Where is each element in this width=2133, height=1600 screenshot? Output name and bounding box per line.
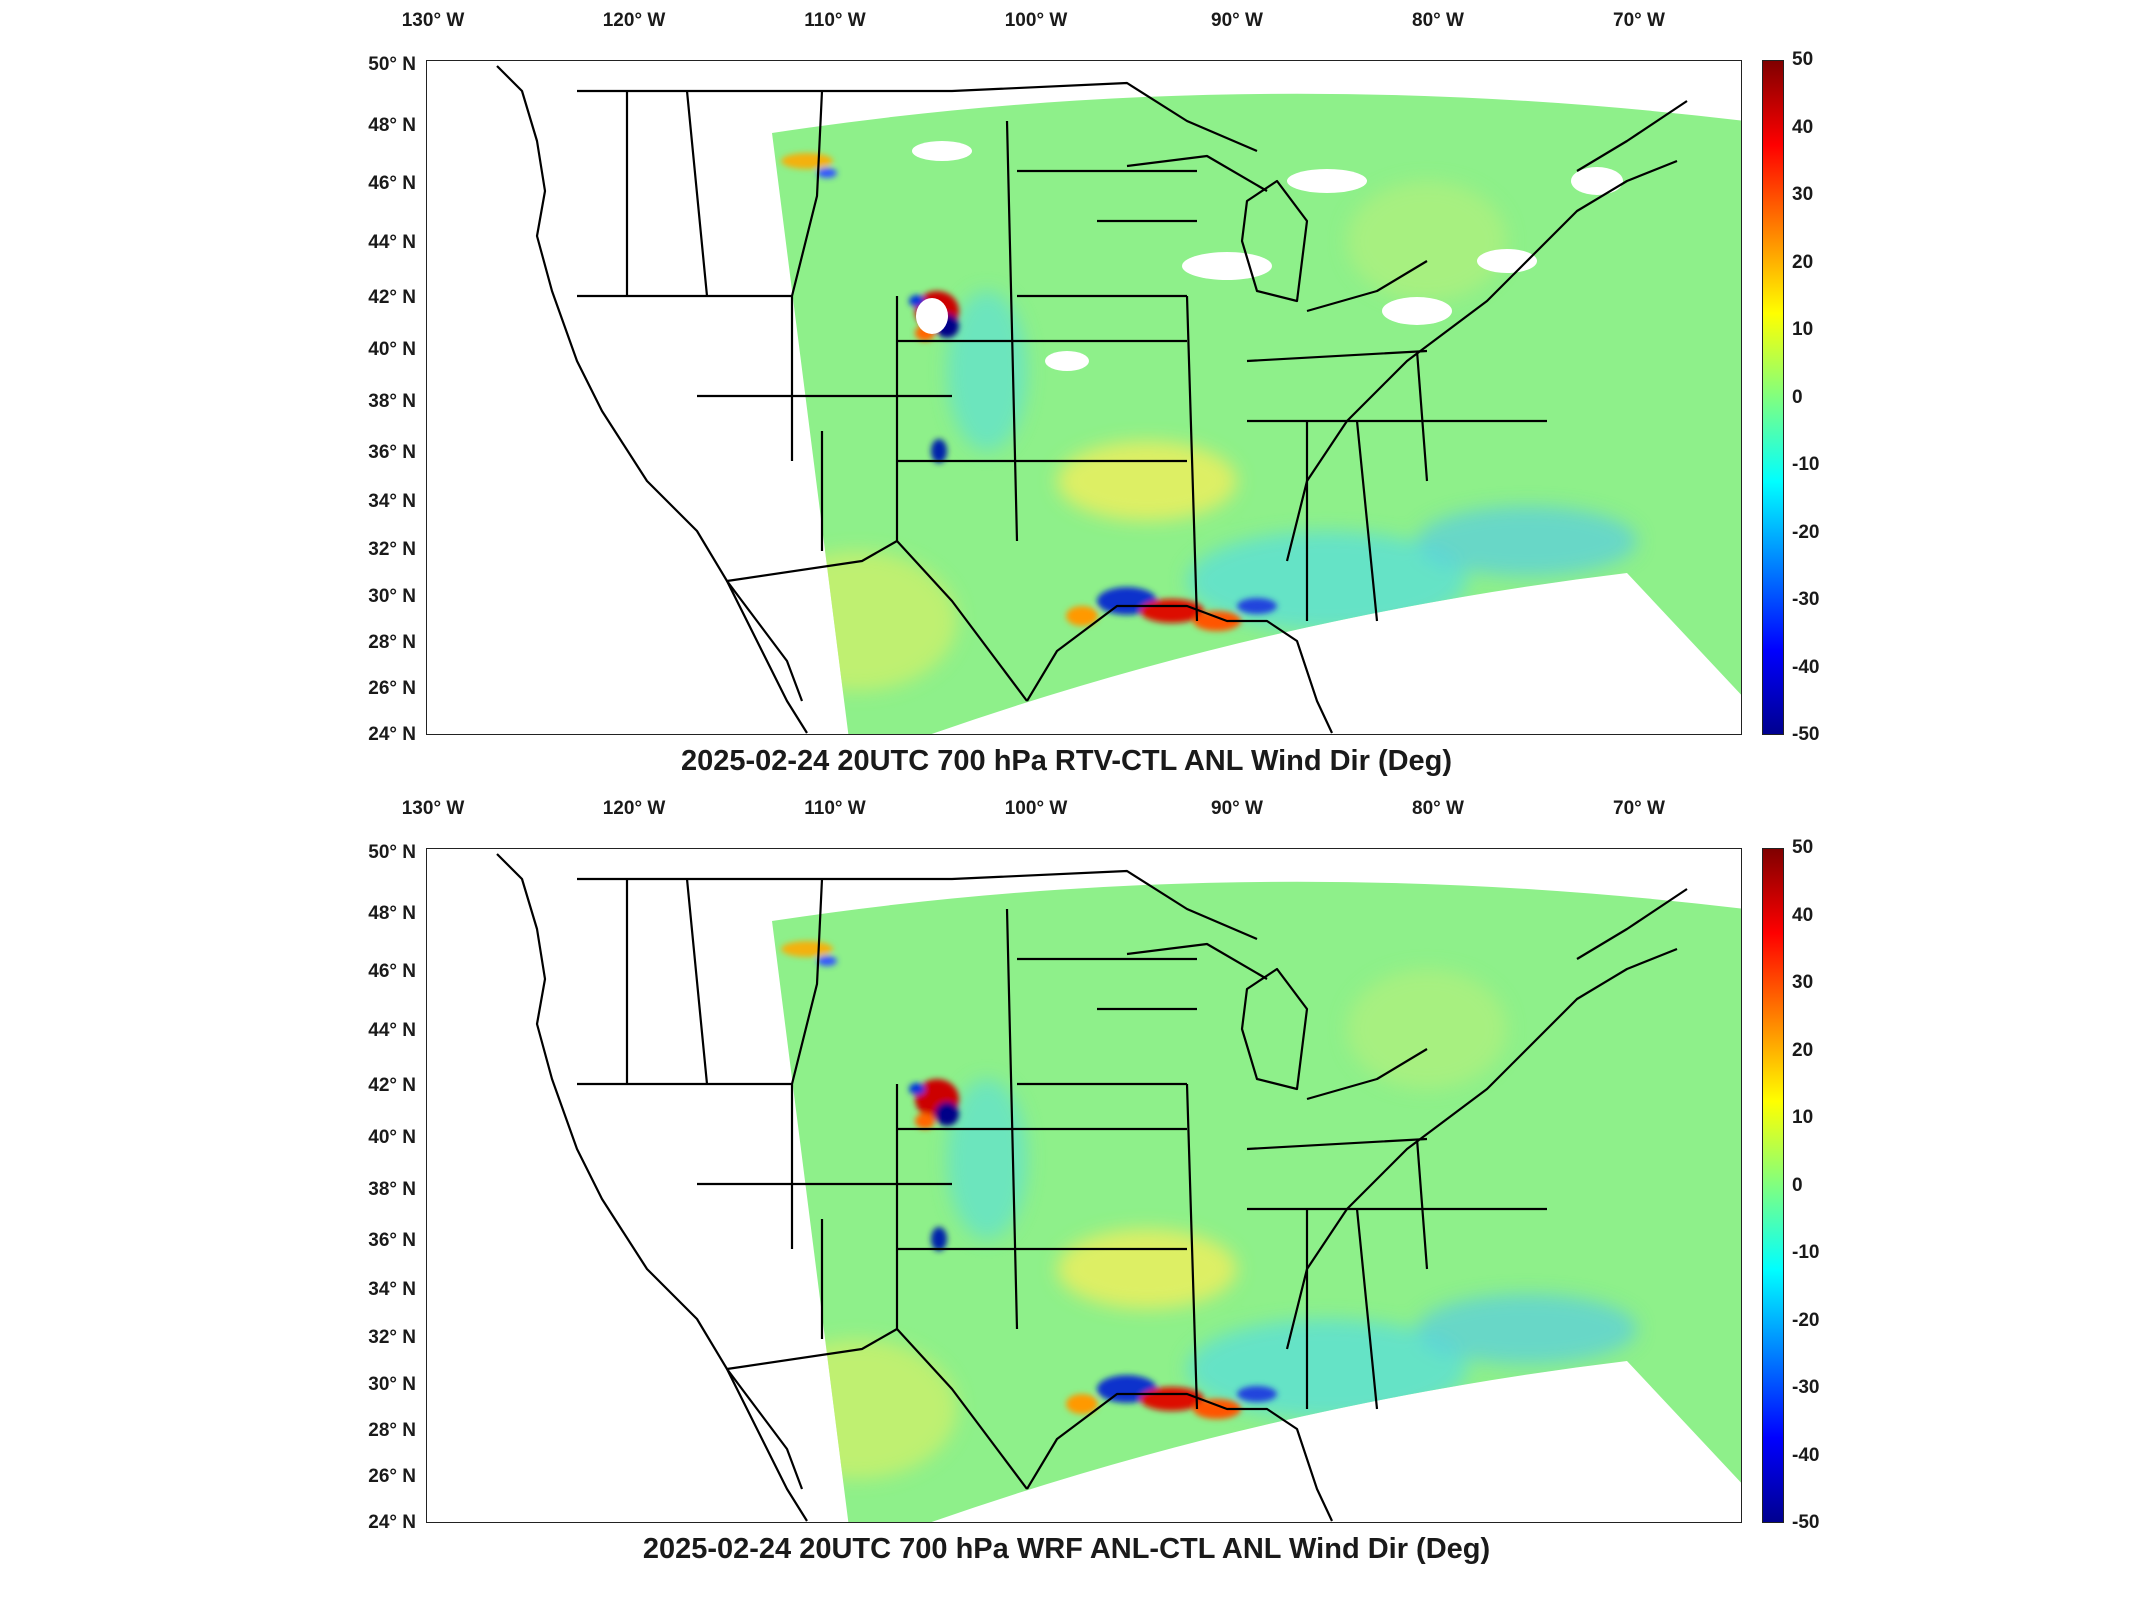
baja-coast bbox=[726, 1368, 808, 1522]
latitude-tick-label: 26° N bbox=[368, 678, 416, 699]
latitude-tick-label: 36° N bbox=[368, 442, 416, 463]
wind-direction-field bbox=[772, 881, 1741, 1522]
colorbar bbox=[1762, 60, 1784, 735]
longitude-tick-label: 90° W bbox=[1211, 798, 1263, 819]
colorbar-tick-label: 10 bbox=[1792, 1107, 1814, 1128]
latitude-tick-label: 32° N bbox=[368, 539, 416, 560]
colorbar-tick-label: -10 bbox=[1792, 454, 1820, 475]
longitude-tick-label: 110° W bbox=[804, 798, 866, 819]
longitude-tick-label: 70° W bbox=[1613, 798, 1665, 819]
latitude-tick-label: 50° N bbox=[368, 842, 416, 863]
map-plot-area bbox=[426, 60, 1742, 735]
latitude-tick-label: 50° N bbox=[368, 54, 416, 75]
longitude-tick-label: 130° W bbox=[401, 798, 465, 819]
map-boundaries bbox=[496, 65, 1688, 734]
longitude-tick-label: 100° W bbox=[1004, 798, 1068, 819]
latitude-tick-label: 34° N bbox=[368, 1279, 416, 1300]
colorbar-tick-label: -30 bbox=[1792, 589, 1820, 610]
colorbar-tick-label: 20 bbox=[1792, 1039, 1814, 1061]
baja-coast bbox=[726, 580, 808, 734]
west-coastline bbox=[496, 65, 804, 702]
longitude-tick-label: 120° W bbox=[602, 10, 666, 31]
map-boundaries bbox=[496, 853, 1688, 1522]
colorbar-tick-label: -20 bbox=[1792, 521, 1820, 543]
longitude-tick-label: 130° W bbox=[401, 10, 465, 31]
latitude-tick-label: 48° N bbox=[368, 115, 416, 136]
latitude-tick-label: 48° N bbox=[368, 903, 416, 924]
colorbar-tick-label: -50 bbox=[1792, 1512, 1820, 1533]
atlantic-coastline bbox=[1285, 159, 1678, 562]
colorbar-tick-label: -20 bbox=[1792, 1309, 1820, 1331]
us-canada-border bbox=[577, 869, 1688, 960]
latitude-tick-label: 38° N bbox=[368, 1179, 416, 1200]
gulf-coastline bbox=[1026, 1392, 1333, 1522]
colorbar-tick-label: -50 bbox=[1792, 724, 1820, 745]
latitude-tick-label: 30° N bbox=[368, 586, 416, 607]
colorbar-tick-label: -30 bbox=[1792, 1377, 1820, 1398]
latitude-tick-label: 24° N bbox=[368, 1512, 416, 1533]
great-lakes bbox=[1126, 154, 1428, 313]
latitude-tick-label: 24° N bbox=[368, 724, 416, 745]
panel-title: 2025-02-24 20UTC 700 hPa RTV-CTL ANL Win… bbox=[680, 745, 1453, 777]
latitude-tick-label: 28° N bbox=[368, 1420, 416, 1441]
colorbar-tick-label: 0 bbox=[1792, 1174, 1803, 1196]
colorbar-tick-label: 40 bbox=[1792, 116, 1814, 138]
latitude-tick-label: 26° N bbox=[368, 1466, 416, 1487]
latitude-tick-label: 42° N bbox=[368, 1075, 416, 1096]
state-lines bbox=[577, 878, 1547, 1410]
colorbar-tick-label: 20 bbox=[1792, 251, 1814, 273]
latitude-tick-label: 34° N bbox=[368, 491, 416, 512]
colorbar-tick-label: 0 bbox=[1792, 386, 1803, 408]
latitude-tick-label: 40° N bbox=[368, 1127, 416, 1148]
us-canada-border bbox=[577, 81, 1688, 172]
state-lines bbox=[577, 90, 1547, 622]
latitude-tick-label: 46° N bbox=[368, 173, 416, 194]
gulf-coastline bbox=[1026, 604, 1333, 734]
colorbar-tick-label: 50 bbox=[1792, 49, 1814, 70]
latitude-tick-label: 32° N bbox=[368, 1327, 416, 1348]
colorbar-tick-label: 30 bbox=[1792, 972, 1814, 993]
longitude-tick-label: 100° W bbox=[1004, 10, 1068, 31]
map-plot-area bbox=[426, 848, 1742, 1523]
colorbar bbox=[1762, 848, 1784, 1523]
panel-title: 2025-02-24 20UTC 700 hPa WRF ANL-CTL ANL… bbox=[642, 1533, 1491, 1565]
latitude-tick-label: 44° N bbox=[368, 1020, 416, 1041]
colorbar-tick-label: 40 bbox=[1792, 904, 1814, 926]
longitude-tick-label: 80° W bbox=[1412, 10, 1464, 31]
wind-direction-field bbox=[772, 93, 1741, 734]
longitude-tick-label: 70° W bbox=[1613, 10, 1665, 31]
colorbar-tick-label: -40 bbox=[1792, 656, 1820, 678]
longitude-tick-label: 90° W bbox=[1211, 10, 1263, 31]
colorbar-tick-label: 30 bbox=[1792, 184, 1814, 205]
longitude-tick-label: 110° W bbox=[804, 10, 866, 31]
latitude-tick-label: 40° N bbox=[368, 339, 416, 360]
longitude-tick-label: 120° W bbox=[602, 798, 666, 819]
latitude-tick-label: 38° N bbox=[368, 391, 416, 412]
west-coastline bbox=[496, 853, 804, 1490]
longitude-tick-label: 80° W bbox=[1412, 798, 1464, 819]
latitude-tick-label: 46° N bbox=[368, 961, 416, 982]
colorbar-tick-label: 50 bbox=[1792, 837, 1814, 858]
latitude-tick-label: 28° N bbox=[368, 632, 416, 653]
colorbar-tick-label: 10 bbox=[1792, 319, 1814, 340]
latitude-tick-label: 30° N bbox=[368, 1374, 416, 1395]
latitude-tick-label: 42° N bbox=[368, 287, 416, 308]
latitude-tick-label: 44° N bbox=[368, 232, 416, 253]
latitude-tick-label: 36° N bbox=[368, 1230, 416, 1251]
great-lakes bbox=[1126, 942, 1428, 1101]
colorbar-tick-label: -40 bbox=[1792, 1444, 1820, 1466]
missing-data-gaps bbox=[772, 141, 1623, 675]
colorbar-tick-label: -10 bbox=[1792, 1242, 1820, 1263]
atlantic-coastline bbox=[1285, 947, 1678, 1350]
